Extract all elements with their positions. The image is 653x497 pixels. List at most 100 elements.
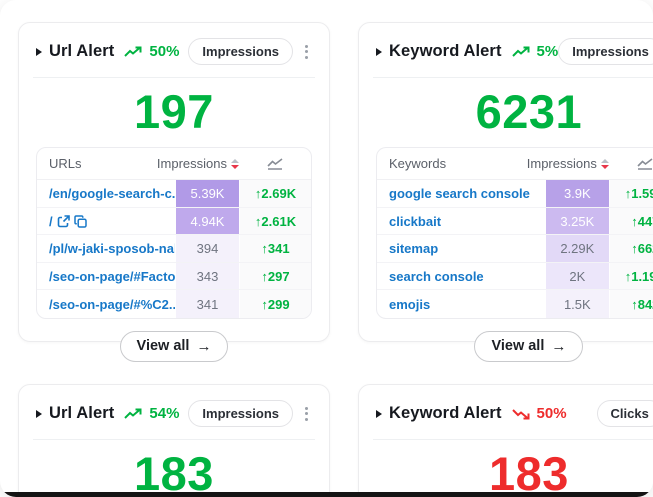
header-divider xyxy=(373,439,653,440)
alert-table: URLs Impressions /en/google-search-c... … xyxy=(36,147,312,319)
chart-column-header[interactable] xyxy=(609,148,653,179)
metric-button[interactable]: Impressions xyxy=(558,38,653,65)
line-chart-icon xyxy=(267,158,283,170)
keyword-link[interactable]: clickbait xyxy=(389,213,442,229)
table-header: URLs Impressions xyxy=(37,148,311,181)
alert-total: 197 xyxy=(134,85,214,138)
trend-percent: 50% xyxy=(149,43,180,60)
table-row: /en/google-search-c... 5.39K ↑2.69K xyxy=(37,180,311,208)
keyword-alert-card-1: Keyword Alert 5% Impressions 6231 Keywor… xyxy=(358,22,653,362)
trend-percent: 50% xyxy=(536,405,567,422)
value-column-header[interactable]: Impressions xyxy=(527,148,609,179)
card-header: Keyword Alert 50% Clicks xyxy=(376,400,653,427)
alert-total: 183 xyxy=(488,447,569,497)
value-column-header[interactable]: Impressions xyxy=(157,148,239,179)
metric-button[interactable]: Impressions xyxy=(188,400,293,427)
keyword-link[interactable]: search console xyxy=(389,268,484,284)
trend-down-icon xyxy=(511,408,530,419)
name-column-header: Keywords xyxy=(389,156,447,172)
table-row: emojis 1.5K ↑842 xyxy=(377,290,653,318)
header-divider xyxy=(33,77,315,78)
url-link[interactable]: /seo-on-page/#%C2... xyxy=(49,296,175,312)
copy-icon[interactable] xyxy=(73,214,87,228)
line-chart-icon xyxy=(637,158,653,170)
view-all-button[interactable]: View all → xyxy=(119,330,229,362)
expand-triangle-icon[interactable] xyxy=(376,47,382,56)
view-all-button[interactable]: View all → xyxy=(474,330,584,362)
url-link[interactable]: /seo-on-page/#Facto... xyxy=(49,268,175,284)
card-title: Url Alert xyxy=(49,42,115,60)
url-link[interactable]: / xyxy=(49,213,53,229)
change-cell: ↑2.69K xyxy=(239,180,311,207)
value-cell: 394 xyxy=(175,235,239,262)
change-cell: ↑297 xyxy=(239,262,311,290)
trend-up-icon xyxy=(511,46,530,57)
change-cell: ↑2.61K xyxy=(239,207,311,235)
table-row: /seo-on-page/#Facto... 343 ↑297 xyxy=(37,262,311,291)
keyword-alert-card-2: Keyword Alert 50% Clicks 183 Keywords Cl… xyxy=(358,384,653,497)
change-cell: ↑447 xyxy=(608,207,653,235)
value-cell: 1.5K xyxy=(544,290,609,318)
expand-triangle-icon[interactable] xyxy=(376,409,382,418)
table-header: Keywords Impressions xyxy=(377,148,653,181)
card-header: Url Alert 50% Impressions xyxy=(36,38,312,65)
change-cell: ↑842 xyxy=(608,290,653,318)
external-link-icon[interactable] xyxy=(57,214,70,228)
arrow-right-icon: → xyxy=(551,337,567,355)
trend-percent: 5% xyxy=(536,43,559,60)
alert-table: Keywords Impressions google search conso… xyxy=(376,147,653,319)
table-row: clickbait 3.25K ↑447 xyxy=(377,207,653,236)
url-link[interactable]: /en/google-search-c... xyxy=(49,186,175,202)
sort-icon[interactable] xyxy=(600,158,609,169)
value-cell: 3.9K xyxy=(544,180,609,207)
keyword-link[interactable]: sitemap xyxy=(389,241,439,257)
value-cell: 341 xyxy=(175,290,239,318)
change-cell: ↑662 xyxy=(608,235,653,262)
kebab-menu-icon[interactable] xyxy=(301,404,312,424)
table-row: / 4.94K ↑2.61K xyxy=(37,207,311,236)
card-header: Keyword Alert 5% Impressions xyxy=(376,38,653,65)
url-link[interactable]: /pl/w-jaki-sposob-nal... xyxy=(49,241,175,257)
alert-total: 6231 xyxy=(475,85,583,138)
table-row: search console 2K ↑1.19K xyxy=(377,262,653,291)
url-alert-card-2: Url Alert 54% Impressions 183 URLs Impre… xyxy=(18,384,330,497)
trend-up-icon xyxy=(124,408,142,419)
chart-column-header[interactable] xyxy=(239,148,311,179)
metric-button[interactable]: Clicks xyxy=(596,400,653,427)
card-title: Keyword Alert xyxy=(389,42,502,60)
alert-total: 183 xyxy=(134,447,214,497)
table-row: /pl/w-jaki-sposob-nal... 394 ↑341 xyxy=(37,235,311,263)
change-cell: ↑1.19K xyxy=(608,262,653,290)
arrow-right-icon: → xyxy=(196,337,212,355)
change-cell: ↑299 xyxy=(239,290,311,318)
card-header: Url Alert 54% Impressions xyxy=(36,400,312,427)
table-row: /seo-on-page/#%C2... 341 ↑299 xyxy=(37,290,311,318)
table-row: google search console 3.9K ↑1.59K xyxy=(377,180,653,208)
value-cell: 2.29K xyxy=(544,235,609,262)
value-cell: 4.94K xyxy=(175,207,239,235)
header-divider xyxy=(373,77,653,78)
change-cell: ↑341 xyxy=(239,235,311,262)
keyword-link[interactable]: emojis xyxy=(389,296,431,312)
card-title: Keyword Alert xyxy=(389,404,502,422)
sort-icon[interactable] xyxy=(231,158,239,169)
expand-triangle-icon[interactable] xyxy=(36,409,42,418)
value-cell: 5.39K xyxy=(175,180,239,207)
kebab-menu-icon[interactable] xyxy=(301,42,312,62)
trend-percent: 54% xyxy=(149,405,180,422)
value-cell: 2K xyxy=(544,262,609,290)
screenshot-bottom-edge xyxy=(0,492,653,497)
url-alert-card-1: Url Alert 50% Impressions 197 URLs Impre… xyxy=(18,22,330,362)
metric-button[interactable]: Impressions xyxy=(188,38,293,65)
name-column-header: URLs xyxy=(49,156,82,172)
expand-triangle-icon[interactable] xyxy=(36,47,42,56)
change-cell: ↑1.59K xyxy=(608,180,653,207)
header-divider xyxy=(33,439,315,440)
value-cell: 343 xyxy=(175,262,239,290)
table-row: sitemap 2.29K ↑662 xyxy=(377,235,653,263)
keyword-link[interactable]: google search console xyxy=(389,186,530,202)
value-cell: 3.25K xyxy=(544,207,609,235)
card-title: Url Alert xyxy=(49,404,115,422)
